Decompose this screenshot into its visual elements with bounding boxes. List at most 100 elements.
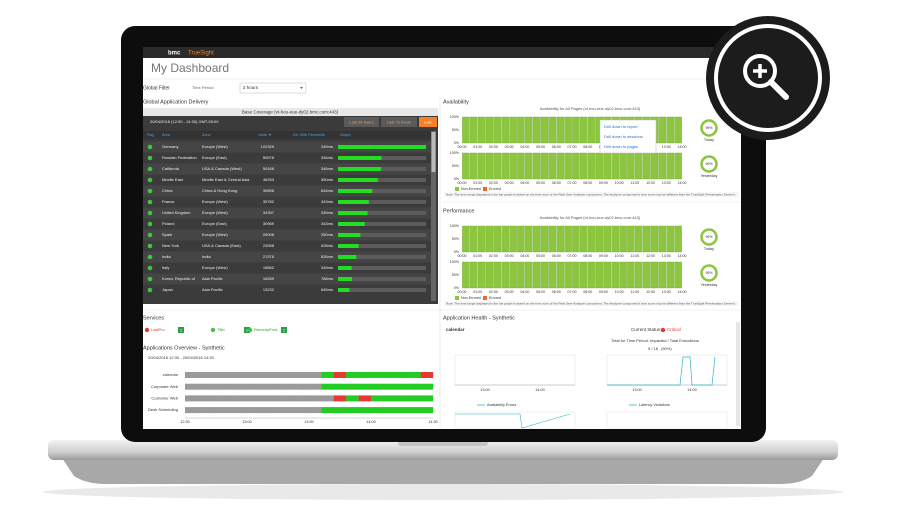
totals-title: Total for Time Period: Impacted / Total … [611,338,699,343]
column-header: Zone [202,133,211,137]
bar-track [338,233,426,237]
table-row[interactable] [143,163,431,175]
y-tick-label: 0% [454,177,460,181]
visits-bar [338,189,373,193]
bar-track [338,222,426,226]
status-cell [259,372,272,378]
availability-bar [548,261,557,289]
availability-bar [635,225,643,253]
table-row[interactable] [143,240,431,252]
panel-title: Performance [443,208,475,214]
status-dot [147,155,153,161]
availability-bar [462,116,470,144]
zone: Europe (West) [202,199,228,204]
donut-value [700,264,718,282]
y-tick-label: 50% [452,273,460,277]
table-row[interactable] [143,273,431,285]
status-cell [234,372,248,378]
percentile: 349ms [321,265,333,270]
status-dot [147,144,153,150]
area: Russian Federation [162,155,197,160]
service-count: 1 [180,327,183,332]
drill-menu-item[interactable]: Drill down to report [604,124,638,129]
availability-bar [532,152,541,180]
availability-bar [525,261,533,289]
range-button[interactable] [344,117,379,127]
donut-value [700,119,718,137]
availability-bar [564,152,572,180]
status-cell [358,395,372,402]
legend-label: Errored [489,296,501,300]
service-name[interactable]: TBrt [217,327,225,332]
x-tick-label: 12:00 [646,290,655,294]
drill-menu-item[interactable]: Drill down to pages [604,144,638,149]
availability-bar [564,225,572,253]
legend-swatch [483,187,487,191]
app-name: calendar [446,327,465,332]
availability-bar [493,152,502,180]
table-row[interactable] [143,141,431,153]
service-name[interactable]: RemedyProd [254,327,277,332]
availability-bar [532,116,541,144]
drill-menu-item[interactable]: Drill down to sessions [604,134,643,139]
service-count: 1 [283,327,286,332]
availability-bar [587,225,596,253]
table-row[interactable] [143,207,431,219]
status-cell [271,395,285,402]
mini-plot [606,411,728,429]
percentile: 345ms [321,210,333,215]
availability-bar [642,225,651,253]
x-tick-label: 05:00 [536,145,545,149]
x-tick-label: 05:00 [536,181,545,185]
table-row[interactable] [143,218,431,230]
status-cell [408,372,421,378]
zoom-icon-lens [743,54,777,88]
bar-track [338,288,426,292]
bar-track [338,255,426,259]
x-tick-label: 13:30 [304,420,314,424]
availability-bar [564,116,572,144]
bar-track [338,211,426,215]
donut-caption: Today [704,138,714,142]
x-tick-label: 03:00 [505,254,514,258]
availability-bar [462,225,470,253]
availability-bar [627,152,635,180]
table-row[interactable] [143,229,431,241]
x-tick-label: 08:00 [583,290,592,294]
table-row[interactable] [143,185,431,197]
x-tick-label: 00:00 [458,145,467,149]
time-period-select[interactable] [239,82,307,94]
range-button[interactable] [381,117,417,127]
table-row[interactable] [143,174,431,186]
panel-title: Availability [443,99,469,105]
table-row[interactable] [143,262,431,274]
availability-bar [611,225,619,253]
availability-bar [603,225,612,253]
zoom-badge[interactable] [706,16,830,140]
y-tick-label: 0% [454,141,460,145]
status-cell [395,407,409,414]
availability-bar [556,225,564,253]
service-status [144,327,150,333]
table-row[interactable] [143,284,431,296]
table-row[interactable] [143,251,431,263]
availability-bar [509,116,517,144]
percentile: 350ms [321,232,333,237]
status-cell [346,407,359,414]
zone: China & Hong Kong [202,188,237,193]
visits: 30969 [263,221,275,226]
column-header: Dir. 50th Percentile [293,133,325,137]
table-row[interactable] [143,152,431,164]
page-title: My Dashboard [151,61,229,75]
status-dot [147,265,153,271]
status-cell [321,407,334,414]
status-cell [395,383,409,390]
donut-label: 99% [705,162,712,166]
range-button[interactable] [419,117,437,127]
availability-bar [603,152,612,180]
service-name[interactable]: LastPro [151,327,166,332]
availability-bar [650,225,659,253]
x-tick-label: 13:00 [662,254,671,258]
availability-bar [485,261,494,289]
table-row[interactable] [143,196,431,208]
